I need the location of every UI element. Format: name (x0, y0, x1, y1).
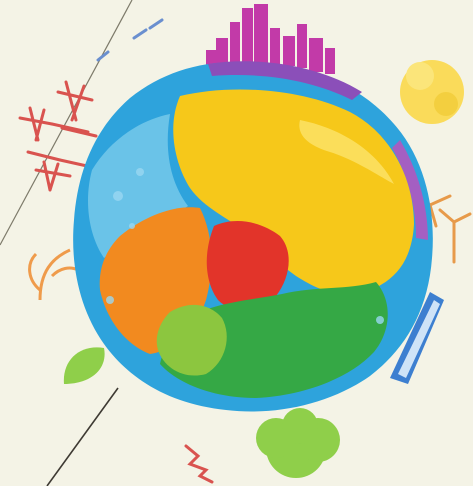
diagonal-line-bottom (46, 387, 119, 486)
sun-icon (400, 60, 464, 124)
globe-lightgreen-region (156, 304, 227, 376)
globe-green-region (160, 282, 388, 398)
globe-highlight (299, 120, 394, 184)
solar-panel-icon (390, 292, 444, 384)
birds-icon (96, 18, 164, 62)
leaf-icon (63, 347, 105, 384)
zigzag-icon (184, 444, 214, 484)
globe-rim-purple (208, 61, 362, 100)
diagonal-line-top (0, 0, 133, 246)
globe-rim-right (392, 140, 428, 240)
globe-speckles (106, 168, 384, 324)
globe-red-region (206, 221, 289, 311)
globe-yellow-region (173, 89, 414, 295)
tree-icon (256, 408, 340, 478)
globe-lightblue-region (88, 114, 188, 258)
city-skyline-icon (206, 4, 335, 74)
